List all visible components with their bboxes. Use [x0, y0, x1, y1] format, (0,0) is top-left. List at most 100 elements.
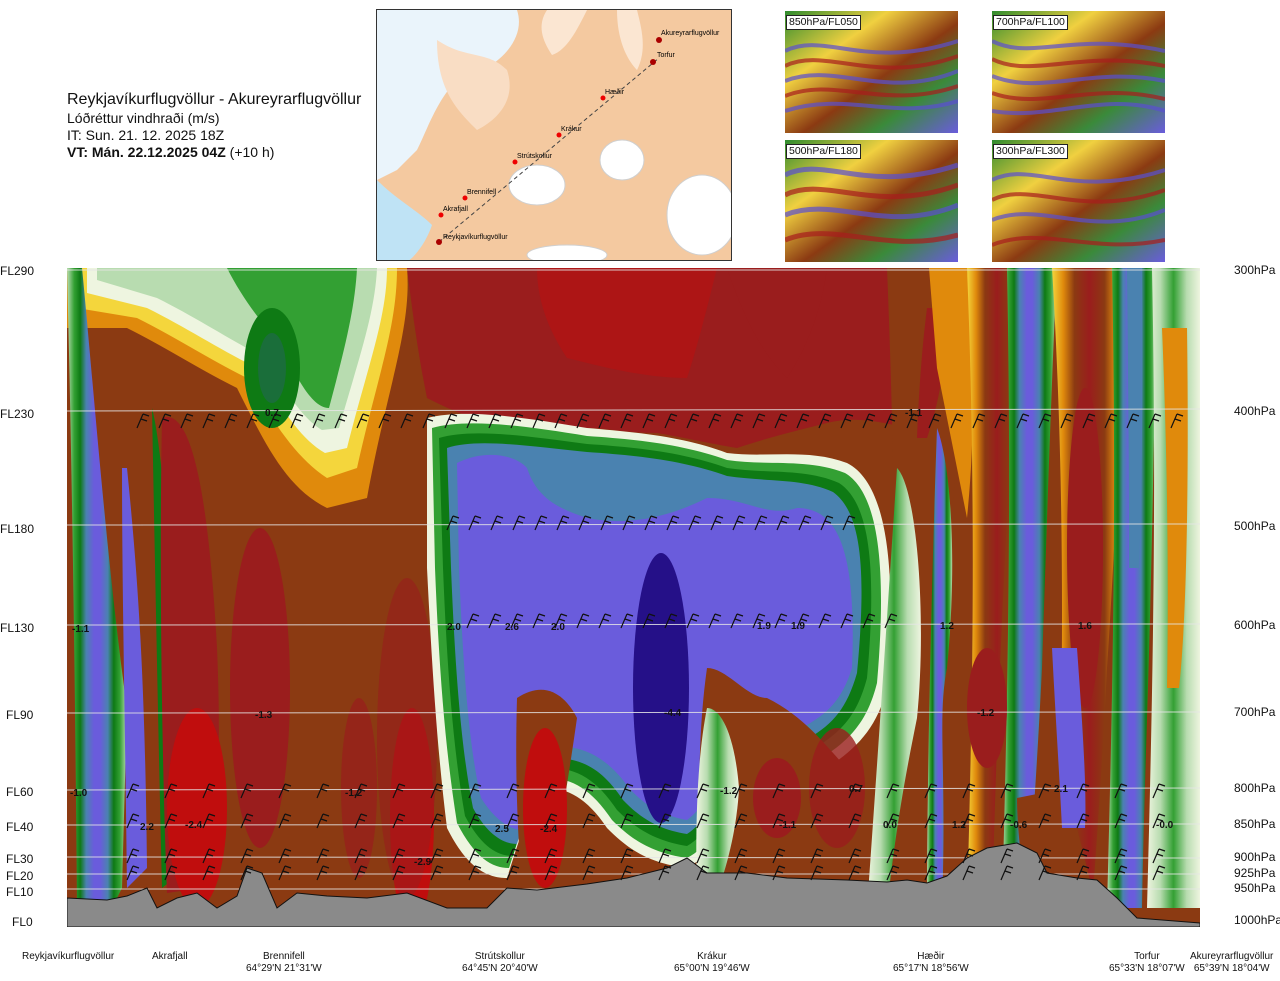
wind-barb — [422, 413, 436, 429]
wind-barb — [224, 413, 238, 429]
thumbnail-700hpa[interactable]: 700hPa/FL100 — [992, 11, 1165, 133]
value-label: -2.4 — [185, 820, 203, 831]
wind-barb — [598, 613, 612, 629]
wind-barb — [126, 783, 140, 799]
wind-barb — [290, 413, 304, 429]
wind-barb — [466, 413, 480, 429]
wind-barb — [316, 865, 330, 881]
wind-barb — [430, 848, 444, 864]
waypoint-coord: 64°29'N 21°31'W — [246, 963, 322, 974]
wind-barb — [556, 515, 570, 531]
wind-barb — [1082, 413, 1096, 429]
wind-barb — [164, 848, 178, 864]
wind-barb — [1170, 413, 1184, 429]
wind-barb — [512, 515, 526, 531]
wind-barb — [1038, 413, 1052, 429]
value-label: 2.2 — [140, 822, 154, 833]
wind-barb — [1038, 783, 1052, 799]
wind-barb — [510, 413, 524, 429]
wind-barb — [1076, 813, 1090, 829]
wind-barb — [972, 413, 986, 429]
hpa-label: 400hPa — [1234, 404, 1276, 418]
wind-barb — [582, 783, 596, 799]
value-label: -4.4 — [664, 708, 682, 719]
value-label: 2.0 — [551, 622, 565, 633]
thumbnail-500hpa[interactable]: 500hPa/FL180 — [785, 140, 958, 262]
fl-label: FL30 — [6, 852, 34, 866]
wind-barb — [356, 413, 370, 429]
wind-barb — [774, 413, 788, 429]
fl-label: FL60 — [6, 785, 34, 799]
wind-barb — [582, 865, 596, 881]
wind-barb — [466, 613, 480, 629]
wind-barb — [688, 515, 702, 531]
value-label: -1.2 — [345, 788, 363, 799]
wind-barb — [544, 813, 558, 829]
waypoint-name: Reykjavíkurflugvöllur — [22, 951, 115, 962]
value-label: -1.1 — [905, 408, 923, 419]
wind-barb — [708, 413, 722, 429]
wind-barb — [1060, 413, 1074, 429]
fl-label: FL180 — [0, 522, 35, 536]
wind-barb — [278, 865, 292, 881]
init-time: IT: Sun. 21. 12. 2025 18Z — [67, 127, 225, 143]
wind-barb — [950, 413, 964, 429]
waypoint-name: Hæðir — [917, 951, 945, 962]
map-label-torfur: Torfur — [657, 52, 676, 59]
wind-barb — [554, 413, 568, 429]
value-label: -1.1 — [779, 820, 797, 831]
wind-barb — [620, 413, 634, 429]
wind-barb — [886, 813, 900, 829]
thumbnail-300hpa[interactable]: 300hPa/FL300 — [992, 140, 1165, 262]
hpa-label: 300hPa — [1234, 263, 1276, 277]
hpa-label: 850hPa — [1234, 817, 1276, 831]
wind-barb — [400, 413, 414, 429]
waypoint-name: Torfur — [1134, 951, 1160, 962]
wind-barb — [708, 613, 722, 629]
wind-barb — [772, 783, 786, 799]
wind-barb — [278, 813, 292, 829]
wind-barb — [392, 813, 406, 829]
wind-barb — [774, 613, 788, 629]
wind-barb — [842, 515, 856, 531]
thumbnail-850hpa[interactable]: 850hPa/FL050 — [785, 11, 958, 133]
wind-barb — [1000, 813, 1014, 829]
wind-barb — [798, 515, 812, 531]
wind-barb — [202, 848, 216, 864]
wind-barb — [488, 613, 502, 629]
value-label: 0.7 — [849, 784, 863, 795]
route-title: Reykjavíkurflugvöllur - Akureyrarflugvöl… — [67, 91, 362, 108]
wind-barb — [1114, 848, 1128, 864]
map-label-akureyri: Akureyrarflugvöllur — [661, 30, 720, 37]
value-label: 1.2 — [952, 820, 966, 831]
waypoint-label: Akureyrarflugvöllur 65°39'N 18°04'W — [1190, 951, 1273, 975]
value-label: -1.2 — [977, 708, 995, 719]
wind-barb — [848, 848, 862, 864]
wind-barb — [202, 865, 216, 881]
wind-barb — [544, 783, 558, 799]
wind-barb — [600, 515, 614, 531]
wind-barb — [316, 813, 330, 829]
wind-barb — [772, 848, 786, 864]
wind-barb — [642, 413, 656, 429]
wind-barb — [886, 783, 900, 799]
fl-label: FL40 — [6, 820, 34, 834]
wind-barb — [862, 413, 876, 429]
wind-barb — [796, 413, 810, 429]
wind-barb — [810, 865, 824, 881]
value-label: 1.2 — [940, 621, 954, 632]
wind-barb — [582, 848, 596, 864]
wind-barb — [734, 783, 748, 799]
wind-barb — [312, 413, 326, 429]
wind-barb — [240, 865, 254, 881]
waypoint-name: Akureyrarflugvöllur — [1190, 951, 1274, 962]
wind-barb — [696, 848, 710, 864]
wind-barb — [906, 413, 920, 429]
wind-barb — [354, 865, 368, 881]
waypoint-label: Reykjavíkurflugvöllur — [22, 951, 114, 963]
wind-barb — [430, 783, 444, 799]
value-label: 0.7 — [265, 408, 279, 419]
wind-barb — [158, 413, 172, 429]
wind-barb — [532, 413, 546, 429]
wind-barb — [924, 813, 938, 829]
